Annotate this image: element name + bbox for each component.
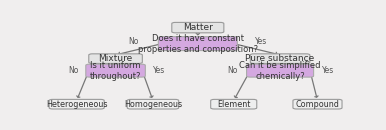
FancyBboxPatch shape — [172, 22, 224, 33]
FancyBboxPatch shape — [89, 54, 142, 63]
FancyBboxPatch shape — [49, 99, 104, 109]
Text: Element: Element — [217, 100, 251, 109]
FancyBboxPatch shape — [86, 64, 145, 77]
FancyBboxPatch shape — [127, 99, 179, 109]
FancyBboxPatch shape — [293, 99, 342, 109]
FancyBboxPatch shape — [251, 54, 310, 63]
Text: No: No — [68, 66, 79, 75]
Text: Mixture: Mixture — [98, 54, 133, 63]
Text: Homogeneous: Homogeneous — [124, 100, 182, 109]
Text: No: No — [227, 66, 237, 75]
Text: Can it be simplified
chemically?: Can it be simplified chemically? — [239, 61, 321, 80]
Text: Does it have constant
properties and composition?: Does it have constant properties and com… — [138, 34, 258, 54]
Text: No: No — [128, 37, 139, 46]
Text: Pure substance: Pure substance — [245, 54, 315, 63]
FancyBboxPatch shape — [158, 37, 237, 51]
Text: Is it uniform
throughout?: Is it uniform throughout? — [90, 61, 141, 80]
Text: Heterogeneous: Heterogeneous — [46, 100, 107, 109]
FancyBboxPatch shape — [247, 64, 313, 77]
Text: Yes: Yes — [322, 66, 334, 75]
Text: Yes: Yes — [153, 66, 165, 75]
Text: Matter: Matter — [183, 23, 213, 32]
Text: Compound: Compound — [296, 100, 339, 109]
FancyBboxPatch shape — [211, 99, 257, 109]
Text: Yes: Yes — [254, 37, 267, 46]
